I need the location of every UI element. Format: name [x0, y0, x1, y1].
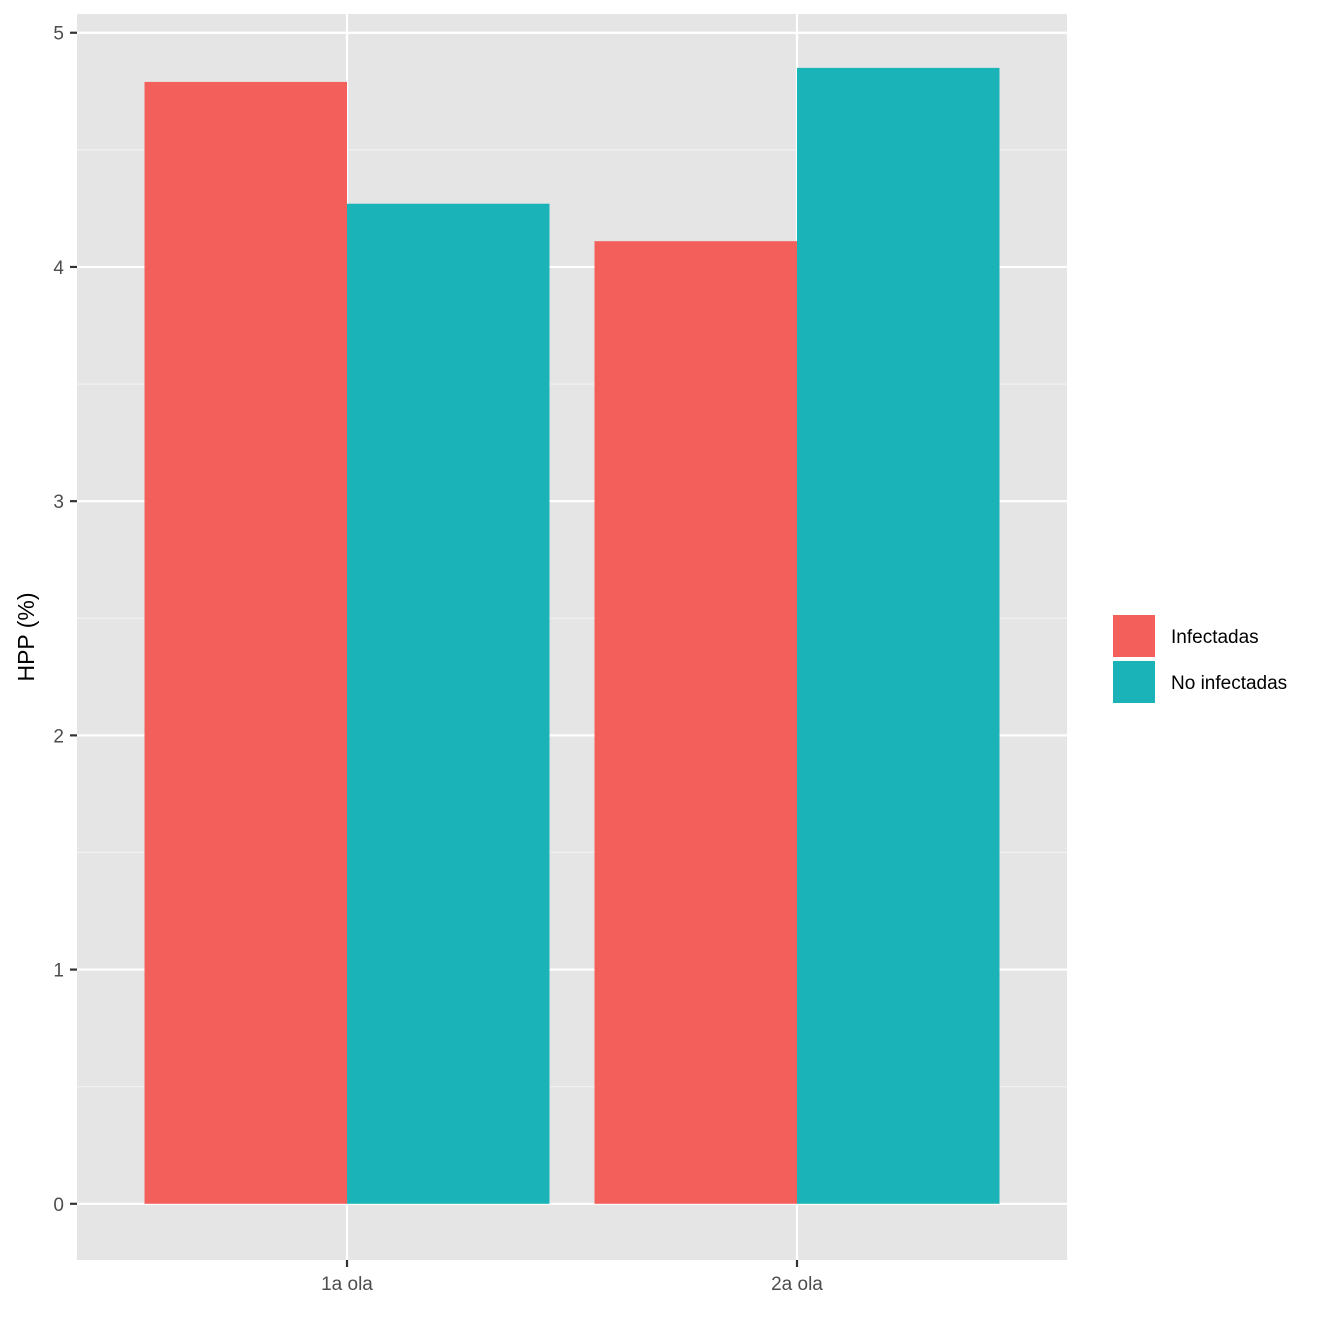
legend-key-no-infectadas [1111, 659, 1157, 705]
legend: Infectadas No infectadas [1111, 613, 1287, 705]
legend-label: No infectadas [1171, 673, 1287, 694]
y-tick-label: 4 [53, 258, 64, 279]
y-tick-label: 5 [53, 24, 64, 45]
y-tick-label: 3 [53, 492, 64, 513]
x-axis: 1a ola 2a ola [321, 1260, 823, 1295]
bars [144, 67, 1000, 1204]
x-tick-label: 1a ola [321, 1274, 373, 1295]
x-tick-label: 2a ola [771, 1274, 823, 1295]
y-tick-label: 0 [53, 1195, 64, 1216]
y-axis: 0 1 2 3 4 5 [53, 24, 77, 1216]
bar-infectadas-1 [144, 81, 347, 1204]
bar-no-infectadas-1 [347, 203, 550, 1204]
bar-no-infectadas-2 [797, 67, 1000, 1204]
y-axis-title: HPP (%) [13, 592, 39, 681]
y-tick-label: 2 [53, 726, 64, 747]
y-tick-label: 1 [53, 961, 64, 982]
bar-infectadas-2 [594, 241, 797, 1204]
legend-key-infectadas [1111, 613, 1157, 659]
legend-label: Infectadas [1171, 627, 1259, 648]
